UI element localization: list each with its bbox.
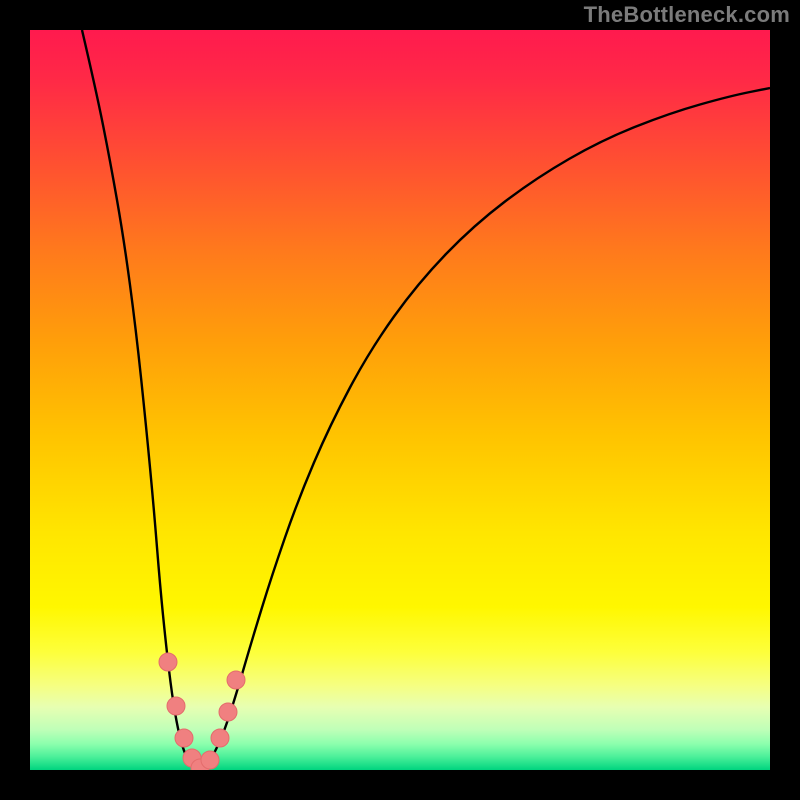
marker-point [159, 653, 177, 671]
marker-point [211, 729, 229, 747]
watermark-text: TheBottleneck.com [584, 2, 790, 28]
marker-point [219, 703, 237, 721]
chart-container: TheBottleneck.com [0, 0, 800, 800]
marker-point [175, 729, 193, 747]
bottleneck-curve-left [82, 30, 200, 770]
curve-svg [30, 30, 770, 770]
marker-point [167, 697, 185, 715]
marker-point [201, 751, 219, 769]
marker-group [159, 653, 245, 770]
plot-area [30, 30, 770, 770]
marker-point [227, 671, 245, 689]
bottleneck-curve-right [200, 88, 770, 770]
